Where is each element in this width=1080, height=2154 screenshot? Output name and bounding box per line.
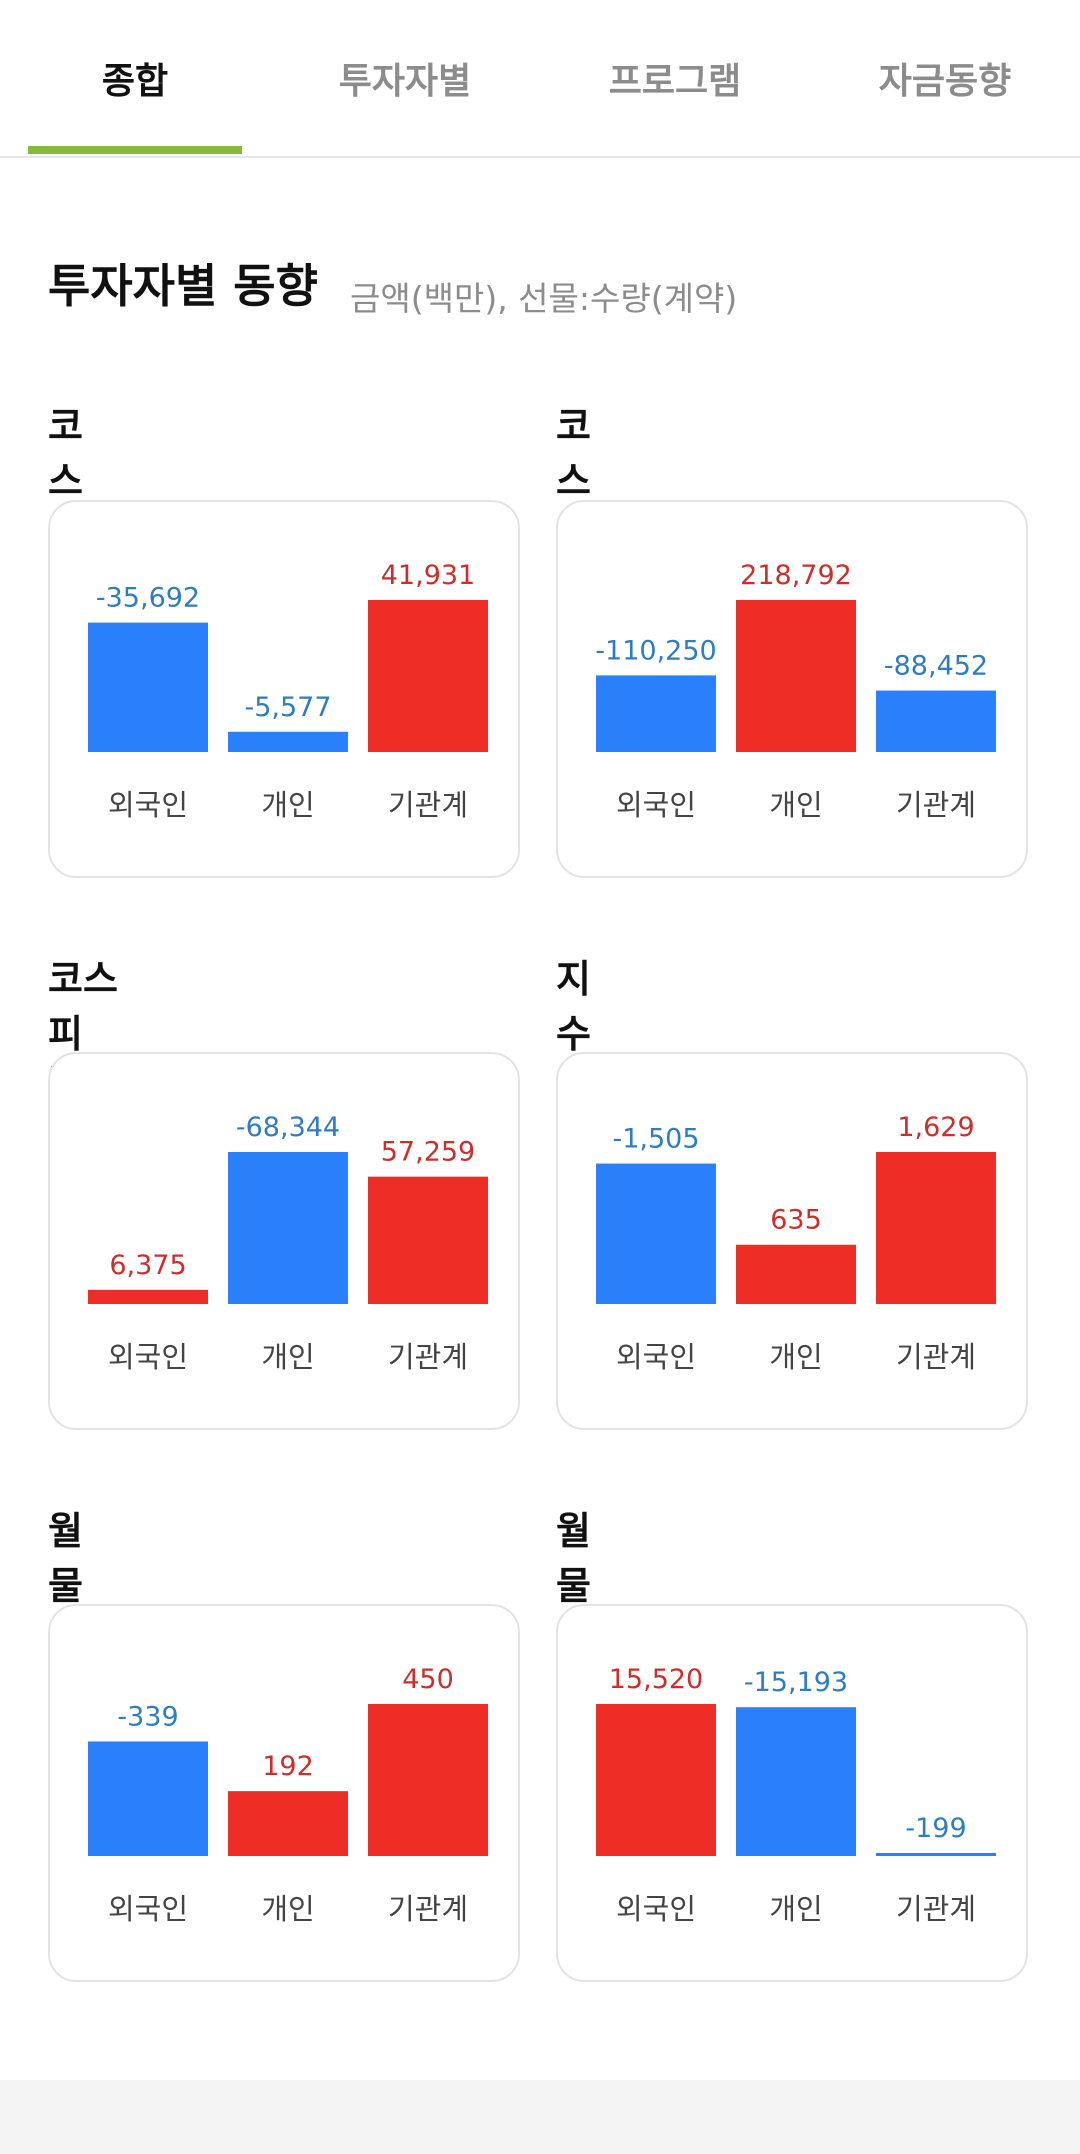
category-label: 외국인: [616, 788, 696, 822]
data-label: -15,193: [744, 1667, 848, 1698]
section-subtitle: 금액(백만), 선물:수량(계약): [350, 279, 738, 318]
chart-card: 6,375 외국인 -68,344 개인 57,259 기관계: [48, 1052, 520, 1430]
bar: [876, 690, 996, 752]
bar: [596, 1163, 716, 1304]
chart-card: -110,250 외국인 218,792 개인 -88,452 기관계: [556, 500, 1028, 878]
bar-chart: -339 외국인 192 개인 450 기관계: [88, 1664, 488, 1926]
category-label: 개인: [769, 1892, 822, 1926]
active-tab-indicator: [28, 146, 242, 154]
category-label: 개인: [261, 788, 314, 822]
chart-card: 15,520 외국인 -15,193 개인 -199 기관계: [556, 1604, 1028, 1982]
data-label: 41,931: [381, 560, 475, 591]
data-label: 1,629: [897, 1112, 974, 1143]
data-label: 450: [402, 1664, 454, 1695]
data-label: -5,577: [244, 692, 331, 723]
data-label: -1,505: [612, 1124, 699, 1155]
tab-program[interactable]: 프로그램: [608, 61, 742, 102]
data-label: 15,520: [609, 1664, 703, 1695]
bar: [228, 731, 348, 752]
category-label: 외국인: [616, 1340, 696, 1374]
bar: [596, 1704, 716, 1856]
category-label: 기관계: [388, 788, 468, 822]
bar: [368, 1176, 488, 1304]
data-label: 57,259: [381, 1137, 475, 1168]
chart-card: -35,692 외국인 -5,577 개인 41,931 기관계: [48, 500, 520, 878]
bar: [736, 1707, 856, 1856]
category-label: 외국인: [108, 788, 188, 822]
data-label: -339: [117, 1701, 178, 1732]
bar-chart: -110,250 외국인 218,792 개인 -88,452 기관계: [595, 560, 996, 822]
bar-chart: 15,520 외국인 -15,193 개인 -199 기관계: [596, 1664, 996, 1926]
category-label: 기관계: [896, 788, 976, 822]
bar: [736, 600, 856, 752]
category-label: 외국인: [108, 1340, 188, 1374]
bar: [368, 1704, 488, 1856]
bar: [736, 1244, 856, 1304]
data-label: -110,250: [595, 635, 716, 666]
data-label: -35,692: [96, 583, 200, 614]
bar: [88, 1289, 208, 1304]
category-label: 개인: [261, 1892, 314, 1926]
bar: [368, 600, 488, 752]
data-label: -199: [905, 1813, 966, 1844]
footer-band: [0, 2080, 1080, 2154]
data-label: 6,375: [109, 1250, 186, 1281]
category-label: 외국인: [616, 1892, 696, 1926]
category-label: 개인: [261, 1340, 314, 1374]
tab-by-investor[interactable]: 투자자별: [338, 61, 472, 102]
tab-bar: 종합 투자자별 프로그램 자금동향: [0, 0, 1080, 158]
section-title: 투자자별 동향: [48, 259, 318, 313]
bar-chart: -35,692 외국인 -5,577 개인 41,931 기관계: [88, 560, 488, 822]
bar: [596, 675, 716, 752]
bar-chart: 6,375 외국인 -68,344 개인 57,259 기관계: [88, 1112, 488, 1374]
bar: [88, 1741, 208, 1856]
data-label: 635: [770, 1205, 822, 1236]
data-label: 192: [262, 1751, 314, 1782]
category-label: 외국인: [108, 1892, 188, 1926]
category-label: 개인: [769, 1340, 822, 1374]
category-label: 기관계: [388, 1892, 468, 1926]
data-label: -88,452: [884, 651, 988, 682]
bar: [876, 1152, 996, 1304]
category-label: 기관계: [896, 1340, 976, 1374]
tab-fund-trend[interactable]: 자금동향: [878, 61, 1012, 102]
data-label: 218,792: [740, 560, 852, 591]
category-label: 기관계: [896, 1892, 976, 1926]
category-label: 기관계: [388, 1340, 468, 1374]
data-label: -68,344: [236, 1112, 340, 1143]
bar-chart: -1,505 외국인 635 개인 1,629 기관계: [596, 1112, 996, 1374]
bar: [88, 622, 208, 752]
category-label: 개인: [769, 788, 822, 822]
chart-card: -1,505 외국인 635 개인 1,629 기관계: [556, 1052, 1028, 1430]
bar: [228, 1791, 348, 1856]
bar: [876, 1853, 996, 1856]
tab-summary[interactable]: 종합: [101, 61, 169, 102]
bar: [228, 1152, 348, 1304]
chart-card: -339 외국인 192 개인 450 기관계: [48, 1604, 520, 1982]
